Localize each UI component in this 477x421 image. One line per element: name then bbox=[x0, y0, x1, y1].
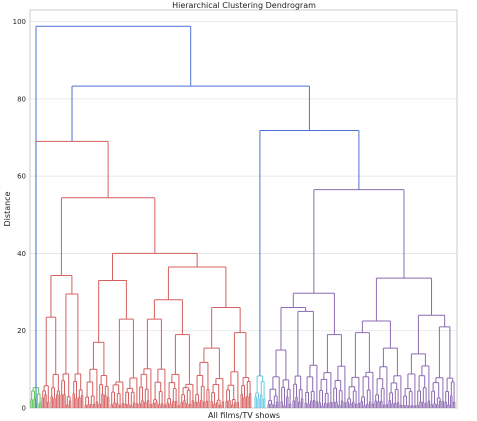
dendrogram-links bbox=[30, 25, 456, 408]
gridlines bbox=[30, 21, 457, 332]
chart-title: Hierarchical Clustering Dendrogram bbox=[172, 1, 316, 10]
y-axis-ticks: 0 20 40 60 80 100 bbox=[13, 18, 26, 412]
y-tick-label: 60 bbox=[17, 173, 26, 181]
y-axis-label: Distance bbox=[3, 191, 12, 226]
y-tick-label: 40 bbox=[17, 250, 26, 258]
y-tick-label: 0 bbox=[22, 405, 26, 413]
y-tick-label: 100 bbox=[13, 18, 26, 26]
x-axis-label: All films/TV shows bbox=[208, 411, 280, 420]
y-tick-label: 20 bbox=[17, 327, 26, 335]
y-tick-label: 80 bbox=[17, 95, 26, 103]
